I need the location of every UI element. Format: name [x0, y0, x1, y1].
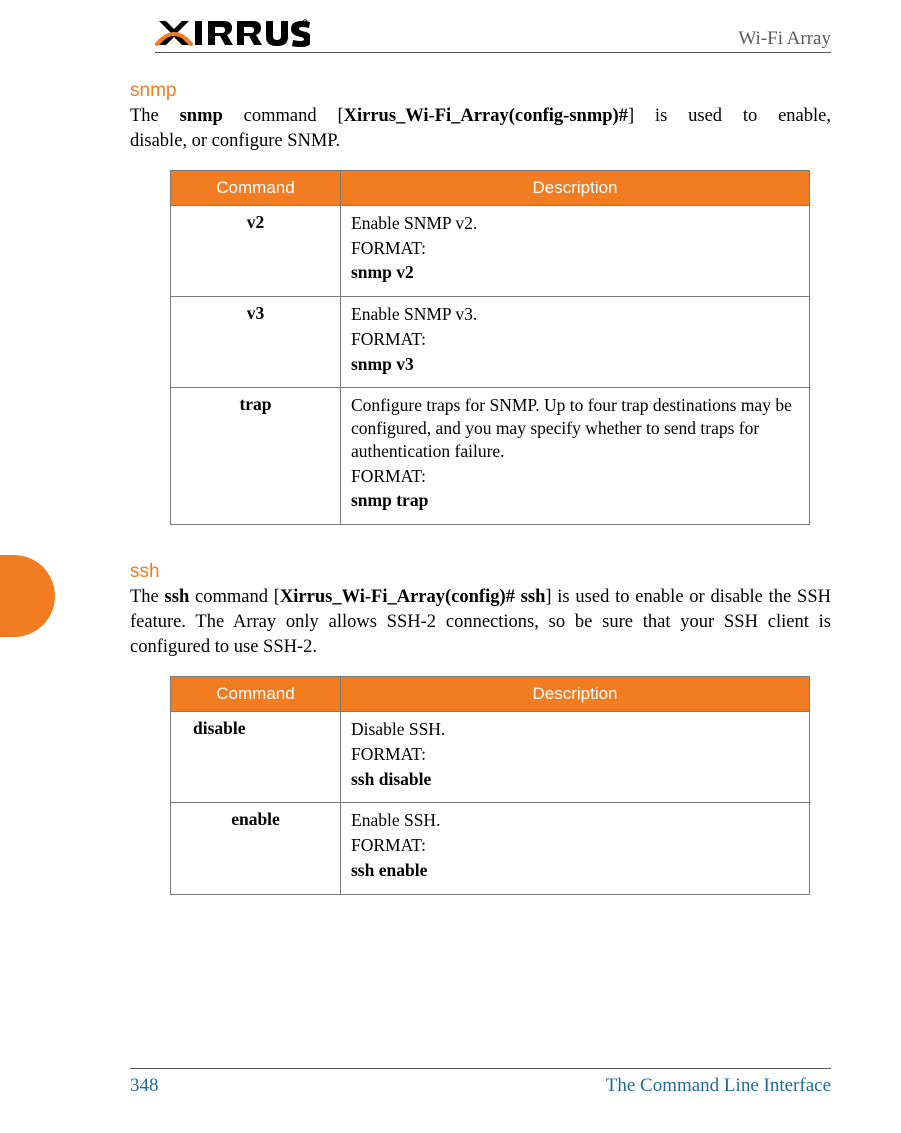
- desc-cell: Disable SSH. FORMAT: ssh disable: [341, 712, 810, 803]
- chapter-title: The Command Line Interface: [606, 1075, 831, 1097]
- table-row: enable Enable SSH. FORMAT: ssh enable: [171, 803, 810, 894]
- desc-cell: Configure traps for SNMP. Up to four tra…: [341, 388, 810, 525]
- snmp-intro: The snmp command [Xirrus_Wi-Fi_Array(con…: [130, 104, 831, 129]
- page-footer: 348 The Command Line Interface: [130, 1068, 831, 1097]
- table-header-row: Command Description: [171, 170, 810, 205]
- cmd-cell: v3: [171, 297, 341, 388]
- desc-text: Enable SSH.: [351, 809, 799, 832]
- snmp-heading: snmp: [130, 80, 831, 102]
- format-value: ssh disable: [351, 768, 799, 791]
- snmp-intro-line2: disable, or configure SNMP.: [130, 129, 831, 154]
- xirrus-logo: R: [155, 18, 310, 55]
- ssh-table: Command Description disable Disable SSH.…: [170, 676, 810, 895]
- format-value: snmp trap: [351, 489, 799, 512]
- format-label: FORMAT:: [351, 237, 799, 260]
- format-value: snmp v3: [351, 353, 799, 376]
- header-product: Wi-Fi Array: [738, 28, 831, 50]
- ssh-intro-pre: The: [130, 587, 165, 607]
- format-value: ssh enable: [351, 859, 799, 882]
- cmd-cell: disable: [171, 712, 341, 803]
- snmp-intro-mid: command [: [223, 106, 344, 126]
- table-row: trap Configure traps for SNMP. Up to fou…: [171, 388, 810, 525]
- header-rule: [155, 52, 831, 53]
- ssh-intro-mid: command [: [189, 587, 280, 607]
- ssh-intro-cmd: ssh: [165, 587, 190, 607]
- format-label: FORMAT:: [351, 328, 799, 351]
- table-row: v2 Enable SNMP v2. FORMAT: snmp v2: [171, 205, 810, 296]
- cmd-cell: enable: [171, 803, 341, 894]
- desc-text: Disable SSH.: [351, 718, 799, 741]
- cmd-cell: v2: [171, 205, 341, 296]
- snmp-intro-cmd: snmp: [180, 106, 223, 126]
- desc-cell: Enable SSH. FORMAT: ssh enable: [341, 803, 810, 894]
- thumb-tab: [0, 555, 55, 637]
- desc-cell: Enable SNMP v2. FORMAT: snmp v2: [341, 205, 810, 296]
- format-value: snmp v2: [351, 261, 799, 284]
- col-description: Description: [341, 677, 810, 712]
- snmp-intro-prompt: Xirrus_Wi-Fi_Array(config-snmp)#: [344, 106, 628, 126]
- page-number: 348: [130, 1075, 159, 1097]
- ssh-intro: The ssh command [Xirrus_Wi-Fi_Array(conf…: [130, 585, 831, 660]
- snmp-table: Command Description v2 Enable SNMP v2. F…: [170, 170, 810, 525]
- table-row: v3 Enable SNMP v3. FORMAT: snmp v3: [171, 297, 810, 388]
- col-command: Command: [171, 677, 341, 712]
- table-row: disable Disable SSH. FORMAT: ssh disable: [171, 712, 810, 803]
- table-header-row: Command Description: [171, 677, 810, 712]
- format-label: FORMAT:: [351, 465, 799, 488]
- snmp-intro-post: ] is used to enable,: [628, 106, 831, 126]
- desc-cell: Enable SNMP v3. FORMAT: snmp v3: [341, 297, 810, 388]
- format-label: FORMAT:: [351, 834, 799, 857]
- col-description: Description: [341, 170, 810, 205]
- desc-text: Enable SNMP v3.: [351, 303, 799, 326]
- content-area: snmp The snmp command [Xirrus_Wi-Fi_Arra…: [130, 80, 831, 931]
- format-label: FORMAT:: [351, 743, 799, 766]
- cmd-cell: trap: [171, 388, 341, 525]
- ssh-intro-prompt: Xirrus_Wi-Fi_Array(config)# ssh: [280, 587, 545, 607]
- desc-text: Configure traps for SNMP. Up to four tra…: [351, 394, 799, 462]
- col-command: Command: [171, 170, 341, 205]
- snmp-intro-pre: The: [130, 106, 180, 126]
- ssh-heading: ssh: [130, 561, 831, 583]
- desc-text: Enable SNMP v2.: [351, 212, 799, 235]
- page: R Wi-Fi Array snmp The snmp command [Xir…: [0, 0, 901, 1133]
